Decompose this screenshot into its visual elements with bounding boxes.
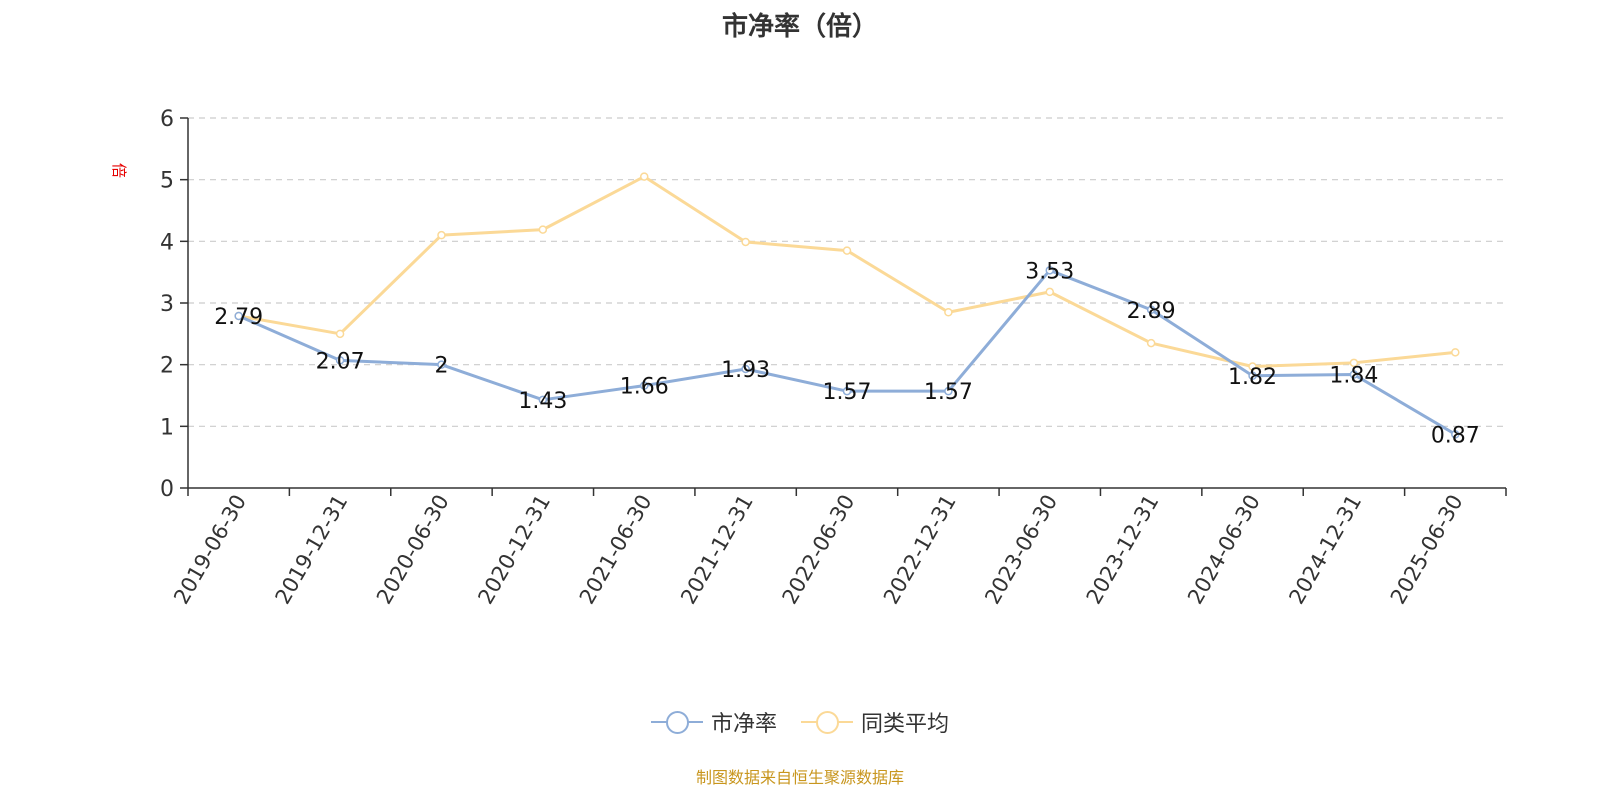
legend-item-pb[interactable]: 市净率 xyxy=(650,706,777,738)
data-label: 3.53 xyxy=(1025,259,1074,284)
data-point xyxy=(741,364,750,374)
data-point xyxy=(1349,358,1359,368)
data-label: 1.66 xyxy=(620,375,669,400)
x-tick-label: 2020-12-31 xyxy=(473,491,555,609)
legend-swatch-peer-avg-icon xyxy=(801,710,853,734)
y-tick-label: 6 xyxy=(160,107,174,132)
x-tick-label: 2024-12-31 xyxy=(1284,491,1366,609)
x-tick-label: 2019-06-30 xyxy=(169,491,251,609)
data-label: 1.82 xyxy=(1228,365,1277,390)
legend-label-pb: 市净率 xyxy=(710,712,777,737)
data-labels: 2.79 2.07 2 1.43 1.66 1.93 1.57 1.57 3.53 2.89 1.8… xyxy=(214,259,1480,448)
x-tick-label: 2022-12-31 xyxy=(879,491,961,609)
legend-item-peer-avg[interactable]: 同类平均 xyxy=(801,706,949,738)
data-point xyxy=(1451,430,1460,439)
data-label: 2.07 xyxy=(316,349,365,374)
data-point xyxy=(538,225,548,234)
x-tick-label: 2023-06-30 xyxy=(980,491,1062,609)
data-point xyxy=(639,381,649,390)
chart-title: 市净率（倍） xyxy=(721,12,878,42)
y-tick-label: 1 xyxy=(160,415,174,440)
y-tick-label: 3 xyxy=(160,292,174,317)
data-label: 1.84 xyxy=(1329,364,1378,389)
data-label: 2.89 xyxy=(1127,299,1176,324)
y-tick-label: 0 xyxy=(160,477,174,502)
legend-swatch-pb-icon xyxy=(650,710,703,734)
data-point xyxy=(1045,266,1055,275)
data-point xyxy=(437,360,446,369)
data-point xyxy=(538,395,548,405)
series-lines xyxy=(234,172,1460,439)
legend-label-peer-avg: 同类平均 xyxy=(861,712,950,737)
data-point xyxy=(639,172,649,181)
data-point xyxy=(944,386,953,396)
x-tick-label: 2024-06-30 xyxy=(1183,491,1265,609)
data-label: 0.87 xyxy=(1431,423,1480,448)
x-tick-label: 2021-12-31 xyxy=(676,491,758,609)
data-point xyxy=(1248,362,1257,371)
data-point xyxy=(437,230,446,240)
source-note: 制图数据来自恒生聚源数据库 xyxy=(695,768,904,787)
y-tick-label: 5 xyxy=(160,169,174,194)
x-tick-label: 2021-06-30 xyxy=(575,491,657,609)
data-label: 1.57 xyxy=(924,380,973,405)
y-tick-label: 2 xyxy=(160,354,174,379)
x-tick-label: 2023-12-31 xyxy=(1082,491,1164,609)
x-tick-label: 2019-12-31 xyxy=(271,491,353,609)
data-point xyxy=(741,237,750,247)
data-point xyxy=(234,311,243,321)
series-line xyxy=(238,175,1456,369)
x-tick-label: 2022-06-30 xyxy=(778,491,860,609)
data-point xyxy=(1451,348,1460,357)
data-point xyxy=(1349,370,1359,379)
data-label: 1.43 xyxy=(518,389,567,414)
data-point xyxy=(335,356,345,365)
legend: 市净率 同类平均 xyxy=(0,706,1600,738)
data-point xyxy=(1045,287,1055,297)
data-point xyxy=(1146,338,1156,348)
data-label: 1.93 xyxy=(721,358,770,383)
data-label: 1.57 xyxy=(823,380,872,405)
data-label: 2.79 xyxy=(214,305,263,330)
x-tick-label: 2025-06-30 xyxy=(1386,491,1468,609)
data-point xyxy=(335,329,345,339)
data-point xyxy=(842,246,852,255)
data-point xyxy=(1146,305,1156,315)
series-line xyxy=(238,268,1457,436)
data-point xyxy=(944,308,953,317)
data-point xyxy=(1248,371,1257,381)
data-label: 2 xyxy=(434,354,448,379)
x-tick-label: 2020-06-30 xyxy=(372,491,454,609)
y-tick-label: 4 xyxy=(160,230,174,255)
data-point xyxy=(842,386,852,396)
